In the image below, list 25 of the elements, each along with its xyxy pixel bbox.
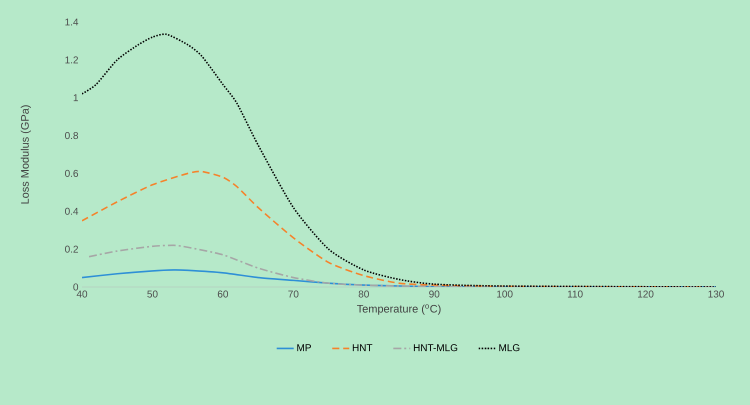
x-tick-label: 80 (358, 290, 369, 298)
legend-label: MP (297, 344, 311, 352)
y-tick-label: 0 (73, 283, 78, 291)
x-tick-label: 50 (147, 290, 158, 298)
y-tick-label: 0.2 (65, 246, 78, 253)
y-tick-label: 1.2 (65, 56, 78, 64)
y-axis-title: Loss Modulus (GPa) (20, 105, 31, 204)
y-tick-label: 1.4 (65, 18, 78, 26)
x-tick-label: 110 (568, 290, 583, 298)
x-axis-title: Temperature ($^{o}$C) (356, 304, 441, 315)
x-tick-label: 100 (497, 290, 513, 298)
x-tick-label: 70 (288, 290, 298, 298)
x-tick-label: 90 (429, 290, 440, 298)
y-tick-label: 1 (74, 94, 78, 102)
x-tick-label: 130 (708, 290, 724, 298)
legend-label: HNT (352, 344, 372, 352)
x-tick-label: 60 (218, 290, 228, 298)
legend-label: HNT-MLG (414, 344, 458, 352)
line-series (82, 34, 716, 287)
legend-label: MLG (499, 344, 520, 352)
y-tick-label: 0.6 (65, 170, 78, 177)
x-tick-label: 120 (638, 290, 654, 298)
y-tick-label: 0.8 (65, 132, 78, 140)
x-tick-label: 40 (76, 290, 88, 298)
y-tick-label: 0.4 (65, 208, 78, 215)
